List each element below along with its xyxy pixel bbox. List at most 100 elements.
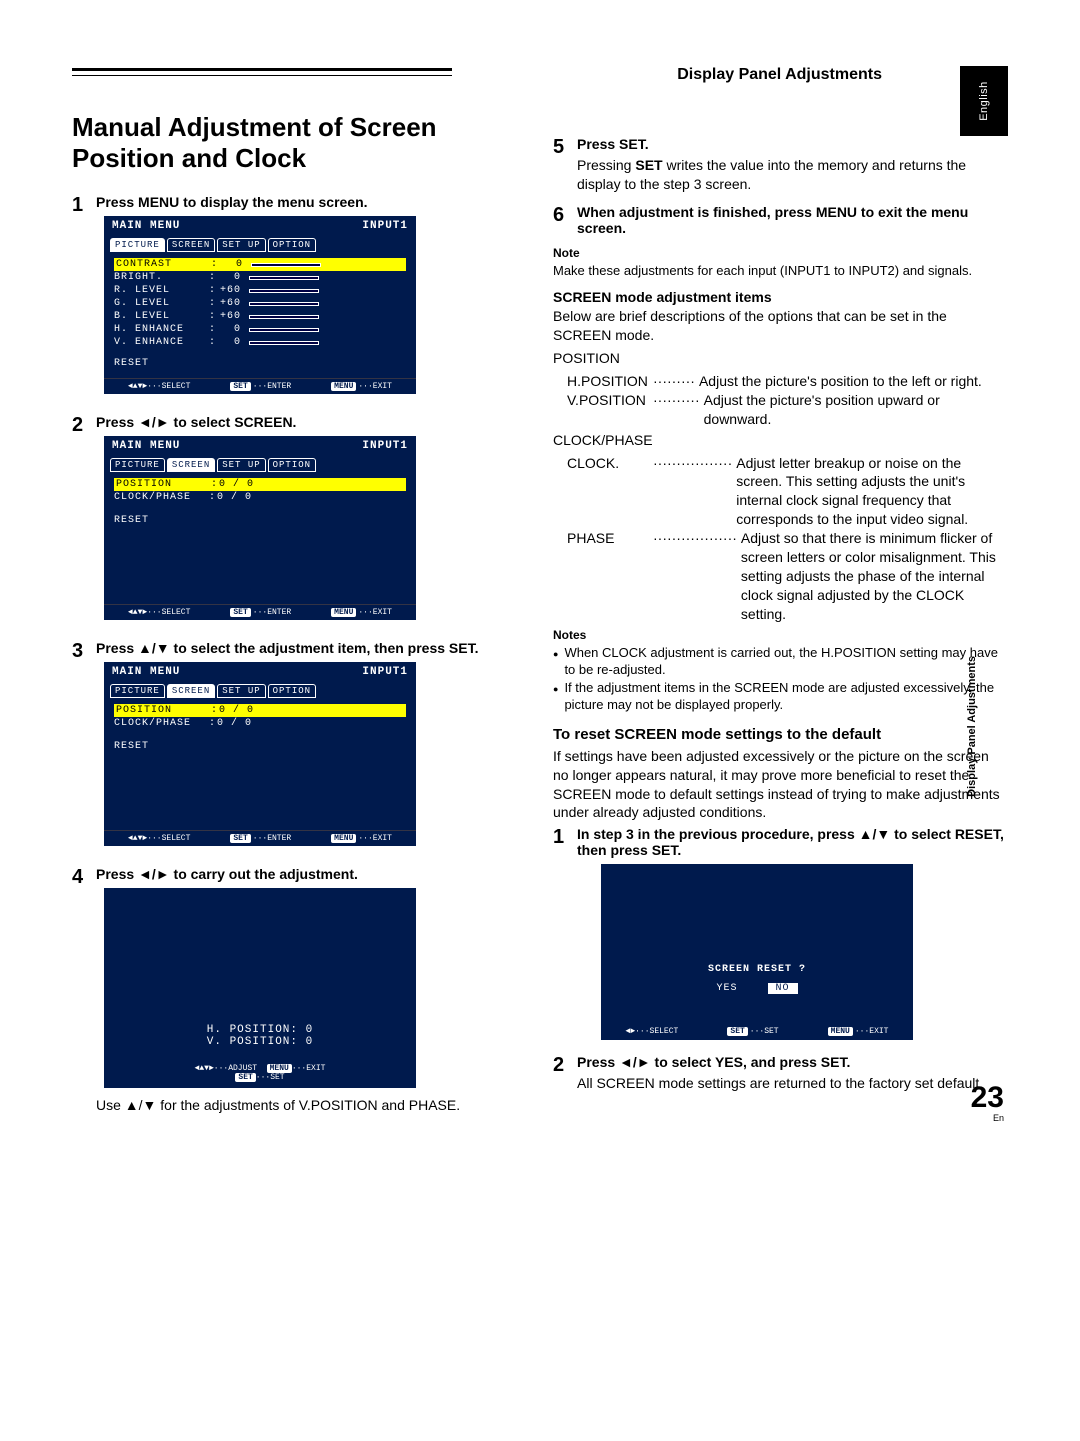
- menu1-input: INPUT1: [362, 220, 408, 232]
- note-text: Make these adjustments for each input (I…: [553, 262, 1008, 280]
- reset-header: To reset SCREEN mode settings to the def…: [553, 726, 1008, 743]
- step-6-num: 6: [553, 204, 577, 240]
- row-venh: V. ENHANCE:0: [114, 336, 406, 349]
- tab2-option: OPTION: [268, 458, 316, 472]
- row3-position: POSITION:0 / 0: [114, 704, 406, 717]
- row-bright: BRIGHT.:0: [114, 271, 406, 284]
- reset-footer: ◄►···SELECTSET···SETMENU···EXIT: [601, 1027, 913, 1036]
- position-label: POSITION: [553, 349, 1008, 368]
- menu-screen: MAIN MENU INPUT1 PICTURE SCREEN SET UP OP…: [104, 436, 416, 620]
- tab3-option: OPTION: [268, 684, 316, 698]
- tab3-screen: SCREEN: [167, 684, 215, 698]
- adj-hpos: H. POSITION: 0: [104, 1024, 416, 1036]
- row2-reset: RESET: [114, 514, 406, 527]
- tab3-setup: SET UP: [217, 684, 265, 698]
- tab-setup: SET UP: [217, 238, 265, 252]
- reset-step-1-title: In step 3 in the previous procedure, pre…: [577, 826, 1008, 858]
- row2-clockphase: CLOCK/PHASE:0 / 0: [114, 491, 406, 504]
- reset-text: If settings have been adjusted excessive…: [553, 747, 1008, 823]
- tab3-picture: PICTURE: [110, 684, 165, 698]
- tab-picture: PICTURE: [110, 238, 165, 252]
- reset-step-1-num: 1: [553, 826, 577, 1048]
- step-2: 2 Press ◄/► to select SCREEN. MAIN MENU I…: [72, 414, 527, 634]
- side-section-label: Display Panel Adjustments: [966, 656, 978, 797]
- menu1-title: MAIN MENU: [112, 220, 180, 232]
- desc-phase: PHASE··················Adjust so that th…: [553, 529, 1008, 623]
- step-1: 1 Press MENU to display the menu screen.…: [72, 194, 527, 408]
- step-4: 4 Press ◄/► to carry out the adjustment.…: [72, 866, 527, 1119]
- step-1-num: 1: [72, 194, 96, 408]
- rule-top: [72, 68, 452, 71]
- step-2-title: Press ◄/► to select SCREEN.: [96, 414, 527, 430]
- section-header: Display Panel Adjustments: [677, 66, 882, 84]
- page-title: Manual Adjustment of Screen Position and…: [72, 112, 527, 174]
- step-5-num: 5: [553, 136, 577, 198]
- menu3-input: INPUT1: [362, 666, 408, 678]
- page-number: 23: [971, 1081, 1004, 1115]
- reset-step-2-title: Press ◄/► to select YES, and press SET.: [577, 1054, 1008, 1070]
- reset-step-2: 2 Press ◄/► to select YES, and press SET…: [553, 1054, 1008, 1097]
- tab-screen: SCREEN: [167, 238, 215, 252]
- left-column: Manual Adjustment of Screen Position and…: [72, 98, 527, 1125]
- menu2-footer: ◄▲▼►···SELECTSET···ENTERMENU···EXIT: [104, 604, 416, 620]
- step-6-title: When adjustment is finished, press MENU …: [577, 204, 1008, 236]
- desc-clock: CLOCK.·················Adjust letter bre…: [553, 454, 1008, 530]
- menu3-title: MAIN MENU: [112, 666, 180, 678]
- menu2-title: MAIN MENU: [112, 440, 180, 452]
- step-3-title: Press ▲/▼ to select the adjustment item,…: [96, 640, 527, 656]
- screen-intro: Below are brief descriptions of the opti…: [553, 307, 1008, 345]
- menu3-footer: ◄▲▼►···SELECTSET···ENTERMENU···EXIT: [104, 830, 416, 846]
- reset-step-2-num: 2: [553, 1054, 577, 1097]
- right-column: 5 Press SET. Pressing SET writes the val…: [553, 98, 1008, 1125]
- step-5: 5 Press SET. Pressing SET writes the val…: [553, 136, 1008, 198]
- reset-step-1: 1 In step 3 in the previous procedure, p…: [553, 826, 1008, 1048]
- adj-vpos: V. POSITION: 0: [104, 1036, 416, 1048]
- tab-option: OPTION: [268, 238, 316, 252]
- menu-picture: MAIN MENU INPUT1 PICTURE SCREEN SET UP OP…: [104, 216, 416, 394]
- notes-bullet-2: If the adjustment items in the SCREEN mo…: [553, 679, 1008, 714]
- clockphase-label: CLOCK/PHASE: [553, 431, 1008, 450]
- step-1-title: Press MENU to display the menu screen.: [96, 194, 527, 210]
- step-5-text: Pressing SET writes the value into the m…: [577, 156, 1008, 194]
- reset-no: NO: [768, 983, 798, 994]
- step-5-title: Press SET.: [577, 136, 1008, 152]
- step-4-title: Press ◄/► to carry out the adjustment.: [96, 866, 527, 882]
- row-blevel: B. LEVEL:+60: [114, 310, 406, 323]
- row-glevel: G. LEVEL:+60: [114, 297, 406, 310]
- row2-position: POSITION:0 / 0: [114, 478, 406, 491]
- row-reset: RESET: [114, 357, 406, 370]
- adj-footer: ◄▲▼►···ADJUST MENU···EXITSET···SET: [104, 1064, 416, 1082]
- desc-hposition: H.POSITION·········Adjust the picture's …: [553, 372, 1008, 391]
- note-header: Note: [553, 246, 1008, 260]
- menu2-input: INPUT1: [362, 440, 408, 452]
- notes-bullet-1: When CLOCK adjustment is carried out, th…: [553, 644, 1008, 679]
- notes-header: Notes: [553, 628, 1008, 642]
- reset-question: SCREEN RESET ?: [601, 964, 913, 975]
- page-lang: En: [993, 1113, 1004, 1123]
- menu1-footer: ◄▲▼►···SELECTSET···ENTERMENU···EXIT: [104, 378, 416, 394]
- desc-vposition: V.POSITION··········Adjust the picture's…: [553, 391, 1008, 429]
- step-3: 3 Press ▲/▼ to select the adjustment ite…: [72, 640, 527, 860]
- menu-screen-3: MAIN MENU INPUT1 PICTURE SCREEN SET UP OP…: [104, 662, 416, 846]
- rule-thin: [72, 75, 452, 76]
- tab2-picture: PICTURE: [110, 458, 165, 472]
- screen-items-header: SCREEN mode adjustment items: [553, 289, 1008, 305]
- step-3-num: 3: [72, 640, 96, 860]
- row-rlevel: R. LEVEL:+60: [114, 284, 406, 297]
- reset-yes: YES: [716, 983, 737, 994]
- adjustment-screen: H. POSITION: 0 V. POSITION: 0 ◄▲▼►···ADJ…: [104, 888, 416, 1088]
- reset-menu: SCREEN RESET ? YES NO ◄►···SELECTSET···S…: [601, 864, 913, 1040]
- tab2-setup: SET UP: [217, 458, 265, 472]
- step-6: 6 When adjustment is finished, press MEN…: [553, 204, 1008, 240]
- language-tab-label: English: [978, 81, 990, 121]
- row-contrast: CONTRAST:0: [114, 258, 406, 271]
- row-henh: H. ENHANCE:0: [114, 323, 406, 336]
- tab2-screen: SCREEN: [167, 458, 215, 472]
- step-4-num: 4: [72, 866, 96, 1119]
- row3-reset: RESET: [114, 740, 406, 753]
- language-tab: English: [960, 66, 1008, 136]
- reset-step-2-text: All SCREEN mode settings are returned to…: [577, 1074, 1008, 1093]
- step-4-text: Use ▲/▼ for the adjustments of V.POSITIO…: [96, 1096, 527, 1115]
- row3-clockphase: CLOCK/PHASE:0 / 0: [114, 717, 406, 730]
- step-2-num: 2: [72, 414, 96, 634]
